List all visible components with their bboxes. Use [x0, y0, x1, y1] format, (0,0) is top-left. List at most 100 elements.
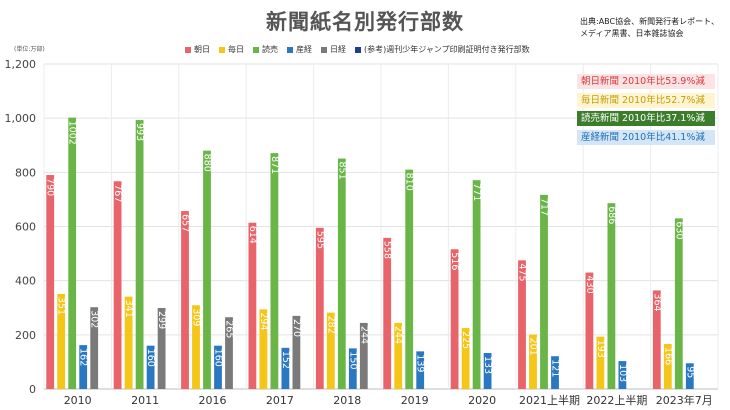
bar-0-7 [518, 260, 526, 389]
bar-4-1 [157, 308, 166, 389]
bar-2-5 [405, 169, 414, 389]
data-label-0-8: 430 [584, 276, 595, 294]
legend-label-4: 日経 [330, 45, 346, 54]
data-label-0-6: 516 [449, 252, 460, 270]
legend-item-2: 読売 [253, 44, 278, 55]
data-label-0-0: 790 [45, 178, 56, 196]
data-label-1-4: 282 [325, 316, 336, 334]
bar-0-3 [248, 222, 257, 389]
legend-label-1: 毎日 [228, 45, 244, 54]
y-tick-label-5: 1,000 [5, 112, 37, 125]
legend-swatch-0 [185, 46, 191, 53]
bar-3-2 [214, 345, 222, 389]
source-line-1: 出典:ABC協会、新聞発行者レポート、 [580, 17, 719, 26]
source-line-2: メディア黒書、日本雑誌協会 [580, 29, 684, 38]
x-tick-label-4: 2018 [333, 394, 361, 407]
bar-1-1 [124, 296, 133, 389]
data-label-3-4: 150 [347, 351, 358, 369]
legend-item-0: 朝日 [185, 44, 210, 55]
data-label-2-9: 630 [673, 221, 684, 239]
data-label-1-3: 294 [258, 312, 269, 330]
bar-2-0 [68, 117, 77, 389]
data-label-0-9: 364 [651, 293, 662, 311]
bar-2-6 [472, 180, 481, 389]
data-label-3-5: 139 [415, 354, 426, 372]
bar-1-3 [259, 309, 268, 389]
bar-1-4 [326, 312, 335, 389]
data-label-3-1: 160 [145, 349, 156, 367]
data-label-3-3: 152 [280, 351, 291, 369]
bar-2-9 [674, 218, 683, 389]
y-tick-label-4: 800 [15, 166, 36, 179]
y-tick-label-1: 200 [15, 329, 36, 342]
bar-4-0 [90, 307, 99, 389]
data-label-2-6: 771 [471, 183, 482, 201]
legend-label-2: 読売 [262, 45, 278, 54]
legend-item-1: 毎日 [219, 44, 244, 55]
data-label-0-4: 595 [314, 231, 325, 249]
legend: 朝日 毎日 読売 産経 日経 (参考)週刊少年ジャンプ印刷証明付き発行部数 [185, 44, 530, 55]
data-label-3-7: 121 [550, 359, 561, 377]
data-label-4-1: 299 [156, 311, 167, 329]
bar-2-2 [203, 150, 211, 389]
x-tick-label-3: 2017 [266, 394, 294, 407]
data-label-0-1: 767 [112, 184, 123, 202]
legend-item-5: (参考)週刊少年ジャンプ印刷証明付き発行部数 [355, 44, 530, 55]
bar-2-7 [540, 194, 548, 389]
legend-swatch-3 [287, 46, 293, 53]
legend-label-5: (参考)週刊少年ジャンプ印刷証明付き発行部数 [364, 45, 530, 54]
bar-0-0 [46, 175, 55, 389]
data-label-2-2: 880 [202, 154, 213, 172]
note-asahi: 朝日新聞 2010年比53.9%減 [577, 74, 715, 89]
bar-3-7 [551, 356, 559, 389]
x-tick-label-6: 2020 [468, 394, 496, 407]
x-tick-label-5: 2019 [401, 394, 429, 407]
note-mainichi: 毎日新聞 2010年比52.7%減 [577, 93, 715, 108]
bar-0-2 [181, 211, 189, 389]
data-label-3-9: 95 [684, 366, 695, 378]
data-label-2-5: 810 [404, 173, 415, 191]
bar-1-6 [461, 328, 470, 389]
x-tick-label-7: 2021上半期 [519, 393, 580, 407]
data-label-4-2: 265 [224, 320, 235, 338]
data-label-1-0: 351 [56, 297, 67, 315]
data-label-0-7: 475 [517, 263, 528, 281]
data-label-4-3: 270 [291, 319, 302, 337]
data-label-2-0: 1002 [67, 121, 78, 145]
data-label-3-0: 162 [78, 348, 89, 366]
data-label-3-6: 133 [482, 356, 493, 374]
bar-2-8 [607, 203, 616, 389]
bar-1-9 [663, 344, 672, 389]
bar-0-6 [450, 249, 459, 389]
data-label-1-5: 244 [393, 326, 404, 344]
bar-0-4 [315, 227, 324, 389]
note-yomiuri: 読売新聞 2010年比37.1%減 [577, 111, 715, 126]
bar-1-5 [394, 322, 403, 389]
chart-title: 新聞紙名別発行部数 [266, 10, 464, 34]
x-tick-label-2: 2016 [199, 394, 227, 407]
legend-swatch-2 [253, 46, 259, 53]
bar-3-1 [146, 345, 155, 389]
bar-2-3 [270, 153, 279, 389]
data-label-1-7: 201 [528, 338, 539, 356]
y-tick-label-3: 600 [15, 221, 36, 234]
bar-3-9 [685, 363, 694, 389]
data-label-1-8: 193 [595, 340, 606, 358]
data-label-0-2: 657 [180, 214, 191, 232]
legend-label-3: 産経 [296, 45, 312, 54]
bar-0-5 [383, 237, 392, 389]
bar-3-3 [281, 347, 290, 389]
data-label-1-6: 225 [460, 331, 471, 349]
bar-0-9 [652, 290, 661, 389]
source-note: 出典:ABC協会、新聞発行者レポート、 メディア黒書、日本雑誌協会 [580, 16, 719, 40]
bar-3-5 [416, 351, 425, 389]
legend-swatch-5 [355, 46, 361, 53]
data-label-2-7: 717 [539, 198, 550, 216]
data-label-3-2: 160 [213, 349, 224, 367]
data-label-3-8: 103 [617, 364, 628, 382]
x-tick-label-8: 2022上半期 [586, 393, 647, 407]
data-label-2-1: 993 [134, 123, 145, 141]
x-tick-label-0: 2010 [64, 394, 92, 407]
